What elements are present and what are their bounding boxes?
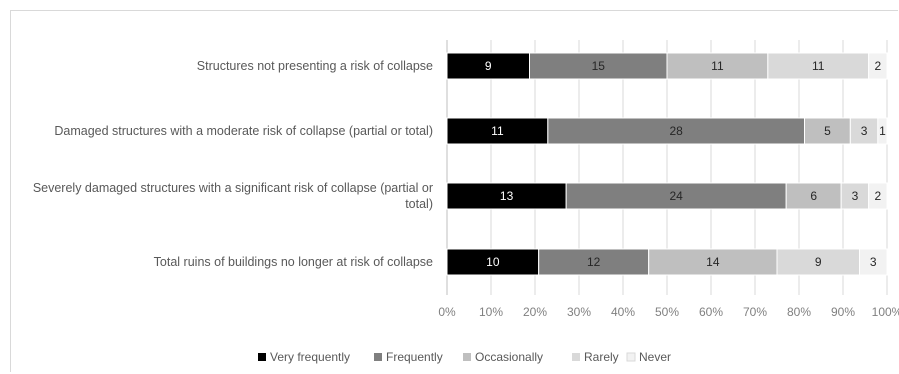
data-label: 2 [874, 59, 881, 73]
legend: Very frequently Frequently Occasionally Rar… [258, 350, 671, 364]
data-label: 14 [706, 255, 720, 269]
bar-segment [446, 117, 549, 145]
data-label: 3 [870, 255, 877, 269]
legend-swatch [572, 353, 580, 361]
legend-label: Very frequently [270, 350, 350, 364]
legend-label: Occasionally [475, 350, 543, 364]
bar-segment [804, 117, 851, 145]
legend-label: Never [639, 350, 671, 364]
chart-frame [10, 10, 898, 372]
data-label: 28 [669, 124, 683, 138]
data-label: 9 [485, 59, 492, 73]
x-tick-label: 0% [438, 305, 456, 319]
bar-segment [767, 52, 870, 80]
x-tick-label: 90% [831, 305, 855, 319]
bar-segment [446, 182, 567, 210]
legend-swatch [463, 353, 471, 361]
category-label: Severely damaged structures with a signi… [33, 181, 433, 195]
category-label: Structures not presenting a risk of coll… [197, 59, 433, 73]
data-label: 3 [861, 124, 868, 138]
data-label: 13 [500, 189, 514, 203]
bar-segment [849, 117, 879, 145]
bar-segment [840, 182, 870, 210]
legend-swatch [374, 353, 382, 361]
data-label: 2 [874, 189, 881, 203]
bars: 9 15 11 11 211 28 5 3 113 24 6 3 210 12 14 9 3 [446, 52, 888, 276]
bar-segment [868, 52, 888, 80]
x-tick-label: 70% [743, 305, 767, 319]
bar-segment [859, 248, 888, 276]
x-tick-label: 60% [699, 305, 723, 319]
data-label: 5 [824, 124, 831, 138]
data-label: 3 [852, 189, 859, 203]
x-tick-label: 50% [655, 305, 679, 319]
x-tick-label: 40% [611, 305, 635, 319]
bar-segment [868, 182, 888, 210]
category-label: total) [405, 197, 433, 211]
x-tick-label: 100% [872, 305, 899, 319]
bar-segment [648, 248, 778, 276]
x-tick-label: 10% [479, 305, 503, 319]
bar-segment [547, 117, 805, 145]
x-tick-label: 30% [567, 305, 591, 319]
bar-segment [666, 52, 769, 80]
bar-segment [446, 248, 540, 276]
data-label: 15 [592, 59, 606, 73]
data-label: 11 [812, 59, 825, 73]
data-label: 12 [587, 255, 601, 269]
legend-swatch [258, 353, 266, 361]
data-label: 11 [491, 124, 504, 138]
data-label: 6 [810, 189, 817, 203]
category-label: Damaged structures with a moderate risk … [54, 124, 433, 138]
bar-segment [538, 248, 650, 276]
legend-label: Rarely [584, 350, 619, 364]
bar-segment [446, 52, 530, 80]
data-label: 9 [815, 255, 822, 269]
data-label: 1 [879, 124, 886, 138]
bar-segment [565, 182, 787, 210]
data-label: 10 [486, 255, 500, 269]
bar-segment [785, 182, 842, 210]
x-axis-tick-labels: 0% 10% 20% 30% 40% 50% 60% 70% 80% 90% 100% [438, 305, 899, 319]
bar-segment [776, 248, 860, 276]
data-label: 24 [669, 189, 683, 203]
legend-swatch [626, 352, 636, 362]
data-label: 11 [711, 59, 724, 73]
category-labels: Structures not presenting a risk of coll… [33, 59, 433, 269]
x-tick-label: 20% [523, 305, 547, 319]
bar-segment [529, 52, 668, 80]
bar-segment [877, 117, 888, 145]
legend-label: Frequently [386, 350, 443, 364]
x-tick-label: 80% [787, 305, 811, 319]
category-label: Total ruins of buildings no longer at ri… [154, 255, 433, 269]
